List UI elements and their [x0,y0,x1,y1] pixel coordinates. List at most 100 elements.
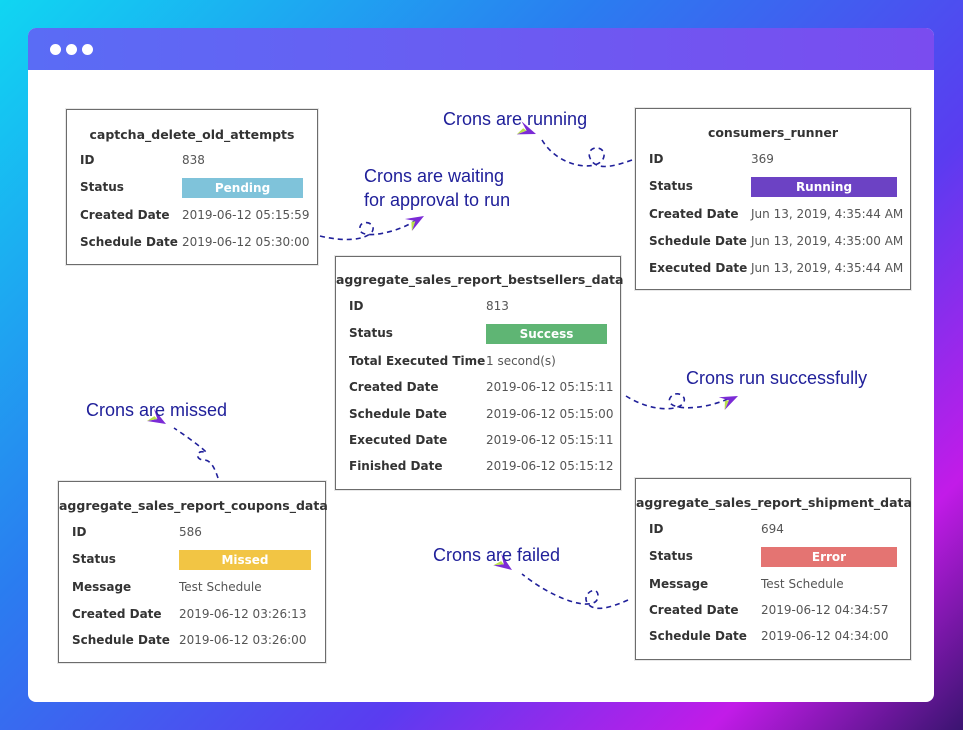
status-badge: Missed [179,550,311,570]
connector-missed [173,427,219,479]
row-label: Status [349,326,393,340]
row-label: Status [649,549,693,563]
row-value: Jun 13, 2019, 4:35:44 AM [751,207,904,221]
row-label: Schedule Date [72,633,170,647]
row-value: 2019-06-12 05:15:00 [486,407,614,421]
row-value: 2019-06-12 05:15:11 [486,380,614,394]
window-dot-icon[interactable] [66,44,77,55]
row-value: Jun 13, 2019, 4:35:00 AM [751,234,904,248]
row-schedule-date: Schedule Date 2019-06-12 05:15:00 [336,407,620,427]
row-value: 2019-06-12 03:26:00 [179,633,307,647]
status-badge: Pending [182,178,303,198]
row-executed-date: Executed Date Jun 13, 2019, 4:35:44 AM [636,261,910,281]
row-label: Created Date [349,380,439,394]
card-title: captcha_delete_old_attempts [89,127,295,142]
row-status: Status Success [336,324,620,346]
paper-plane-icons [146,121,738,570]
row-value: 2019-06-12 05:15:12 [486,459,614,473]
window-dot-icon[interactable] [50,44,61,55]
row-status: Status Running [636,177,910,199]
row-schedule-date: Schedule Date 2019-06-12 05:30:00 [67,235,317,255]
status-badge: Running [751,177,897,197]
row-label: Schedule Date [649,234,747,248]
row-status: Status Missed [59,550,325,572]
row-value: 1 second(s) [486,354,556,368]
row-label: Created Date [649,207,739,221]
row-label: Executed Date [349,433,448,447]
cron-card-pending: captcha_delete_old_attempts ID 838 Statu… [66,109,318,265]
annotation-failed: Crons are failed [433,545,561,565]
annotation-running: Crons are running [443,109,588,129]
paper-plane-icon [718,396,738,410]
row-executed-date: Executed Date 2019-06-12 05:15:11 [336,433,620,453]
row-id: ID 813 [336,299,620,319]
row-message: Message Test Schedule [636,577,910,597]
row-id: ID 369 [636,152,910,172]
row-schedule-date: Schedule Date Jun 13, 2019, 4:35:00 AM [636,234,910,254]
row-label: ID [80,153,95,167]
row-id: ID 838 [67,153,317,173]
paper-plane-icon [404,216,424,232]
row-label: Total Executed Time [349,354,486,368]
row-schedule-date: Schedule Date 2019-06-12 04:34:00 [636,629,910,649]
card-title: aggregate_sales_report_shipment_data [636,495,912,510]
cron-card-success: aggregate_sales_report_bestsellers_data … [335,256,624,490]
row-label: Created Date [80,208,170,222]
row-label: ID [72,525,87,539]
row-total-executed-time: Total Executed Time 1 second(s) [336,354,620,374]
card-title: consumers_runner [707,125,839,140]
row-value: Test Schedule [761,577,844,591]
cron-card-running: consumers_runner ID 369 Status Running C… [635,108,911,290]
row-finished-date: Finished Date 2019-06-12 05:15:12 [336,459,620,479]
row-label: ID [649,522,664,536]
row-label: Created Date [649,603,739,617]
row-value: 369 [751,152,774,166]
row-schedule-date: Schedule Date 2019-06-12 03:26:00 [59,633,325,653]
annotation-success: Crons run successfully [686,368,868,388]
row-label: Created Date [72,607,162,621]
row-label: Status [72,552,116,566]
row-created-date: Created Date 2019-06-12 04:34:57 [636,603,910,623]
row-value: 2019-06-12 05:30:00 [182,235,310,249]
row-message: Message Test Schedule [59,580,325,600]
row-label: Message [649,577,709,591]
connector-running [541,139,633,168]
row-label: Message [72,580,132,594]
row-value: Test Schedule [179,580,262,594]
paper-plane-icon [516,121,536,135]
row-label: Finished Date [349,459,443,473]
card-title: aggregate_sales_report_bestsellers_data [336,272,624,287]
paper-plane-icon [493,553,512,570]
card-title: aggregate_sales_report_coupons_data [59,498,328,513]
row-value: 2019-06-12 05:15:59 [182,208,310,222]
row-label: ID [349,299,364,313]
row-value: 2019-06-12 05:15:11 [486,433,614,447]
status-badge: Success [486,324,607,344]
row-created-date: Created Date 2019-06-12 05:15:11 [336,380,620,400]
row-value: 2019-06-12 04:34:57 [761,603,889,617]
window-title-bar [28,28,934,70]
row-label: Schedule Date [649,629,747,643]
row-status: Status Pending [67,178,317,200]
row-created-date: Created Date 2019-06-12 03:26:13 [59,607,325,627]
row-value: 2019-06-12 03:26:13 [179,607,307,621]
row-value: 694 [761,522,784,536]
cron-card-missed: aggregate_sales_report_coupons_data ID 5… [58,481,328,663]
row-value: 838 [182,153,205,167]
row-label: Schedule Date [349,407,447,421]
paper-plane-icon [146,408,166,424]
annotation-waiting-line2: for approval to run [364,190,511,210]
row-label: Status [649,179,693,193]
row-value: Jun 13, 2019, 4:35:44 AM [751,261,904,275]
connector-failed [521,573,629,610]
row-label: Status [80,180,124,194]
row-label: Schedule Date [80,235,178,249]
status-badge: Error [761,547,897,567]
row-id: ID 694 [636,522,910,542]
row-label: Executed Date [649,261,748,275]
row-id: ID 586 [59,525,325,545]
annotation-waiting-line1: Crons are waiting [364,166,505,186]
row-value: 2019-06-12 04:34:00 [761,629,889,643]
window-dot-icon[interactable] [82,44,93,55]
